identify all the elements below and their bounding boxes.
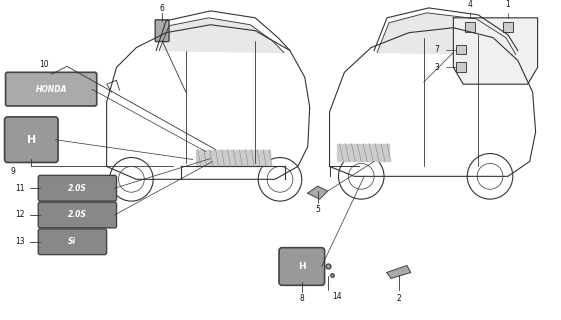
Text: H: H <box>27 135 36 145</box>
Polygon shape <box>453 18 537 84</box>
Polygon shape <box>196 149 270 166</box>
FancyBboxPatch shape <box>155 20 169 42</box>
Text: Si: Si <box>68 237 76 246</box>
Text: 10: 10 <box>39 60 49 69</box>
FancyBboxPatch shape <box>503 22 513 32</box>
Text: 5: 5 <box>315 204 320 213</box>
Polygon shape <box>159 18 284 52</box>
Text: 1: 1 <box>505 0 511 10</box>
Text: 9: 9 <box>10 167 15 176</box>
FancyBboxPatch shape <box>456 62 466 72</box>
Text: 12: 12 <box>16 211 25 220</box>
Polygon shape <box>338 144 389 162</box>
Polygon shape <box>387 266 411 278</box>
Text: 3: 3 <box>434 63 439 72</box>
FancyBboxPatch shape <box>38 175 117 201</box>
Text: 4: 4 <box>468 0 473 10</box>
Polygon shape <box>377 13 516 54</box>
Text: 2: 2 <box>397 294 401 303</box>
Text: 11: 11 <box>16 184 25 193</box>
FancyBboxPatch shape <box>279 248 325 285</box>
Text: 6: 6 <box>160 4 164 13</box>
FancyBboxPatch shape <box>6 72 96 106</box>
Text: H: H <box>298 262 306 271</box>
FancyBboxPatch shape <box>4 117 58 163</box>
Text: 2.0S: 2.0S <box>68 184 87 193</box>
Text: 2.0S: 2.0S <box>68 211 87 220</box>
Text: HONDA: HONDA <box>35 85 67 94</box>
Text: 13: 13 <box>16 237 25 246</box>
FancyBboxPatch shape <box>38 229 107 255</box>
FancyBboxPatch shape <box>465 22 475 32</box>
Text: 7: 7 <box>434 45 439 54</box>
Text: 14: 14 <box>333 292 342 301</box>
FancyBboxPatch shape <box>456 44 466 54</box>
FancyBboxPatch shape <box>38 202 117 228</box>
Polygon shape <box>308 186 328 199</box>
Text: 8: 8 <box>300 294 304 303</box>
